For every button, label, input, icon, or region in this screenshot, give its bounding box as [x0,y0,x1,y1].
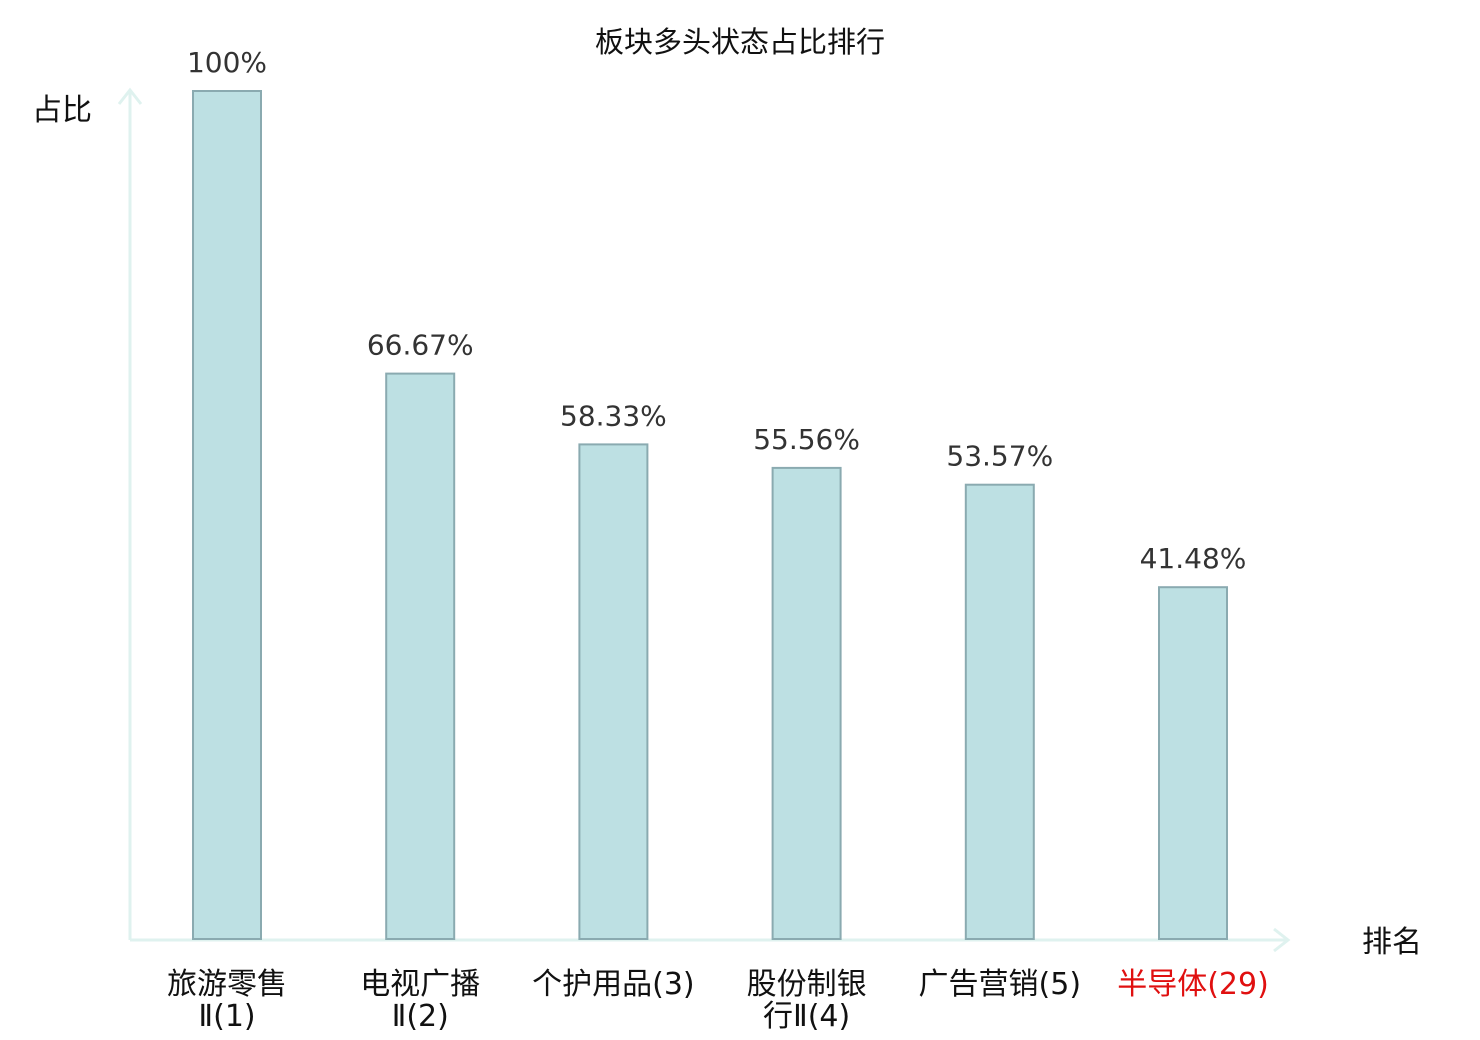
y-axis-label: 占比 [32,93,92,128]
value-label-2: 66.67% [367,329,474,362]
category-label-line: 半导体(29) [1117,967,1269,1002]
category-label-line: 个护用品(3) [532,967,695,1002]
category-label-line: Ⅱ(2) [392,999,449,1034]
axes [117,87,1291,953]
bar-1 [192,90,262,940]
category-label-line: 广告营销(5) [919,967,1082,1002]
value-label-3: 58.33% [560,399,667,432]
category-label-3: 个护用品(3) [532,967,695,1002]
value-label-1: 100% [187,46,267,79]
value-label-4: 55.56% [753,423,860,456]
bar-2 [385,372,456,941]
x-axis-label: 排名 [1362,925,1422,960]
bar-3 [578,443,649,940]
category-label-line: 行Ⅱ(4) [763,999,850,1034]
category-labels-group: 旅游零售 Ⅱ(1) 电视广播 Ⅱ(2) 个护用品(3) 股份制银行Ⅱ(4) 广告营销(5) 半… [167,967,1269,1034]
bar-4 [771,466,842,940]
bars-group [192,90,1228,941]
bar-6 [1158,586,1228,940]
category-label-line: Ⅱ(1) [198,999,255,1034]
category-label-4: 股份制银行Ⅱ(4) [747,967,867,1034]
value-label-5: 53.57% [946,440,1053,473]
category-label-line: 旅游零售 [167,967,287,1002]
chart-title: 板块多头状态占比排行 [595,25,885,59]
category-label-line: 电视广播 [360,967,480,1002]
category-label-6: 半导体(29) [1117,967,1269,1002]
value-label-6: 41.48% [1140,542,1247,575]
value-labels-group: 100% 66.67% 58.33% 55.56% 53.57% 41.48% [187,46,1246,575]
y-axis-arrow [117,87,143,105]
bar-5 [964,483,1035,940]
category-label-line: 股份制银 [747,967,867,1002]
category-label-2: 电视广播 Ⅱ(2) [360,967,480,1034]
category-label-5: 广告营销(5) [919,967,1082,1002]
x-axis-arrow [1273,927,1291,953]
category-label-1: 旅游零售 Ⅱ(1) [167,967,287,1034]
